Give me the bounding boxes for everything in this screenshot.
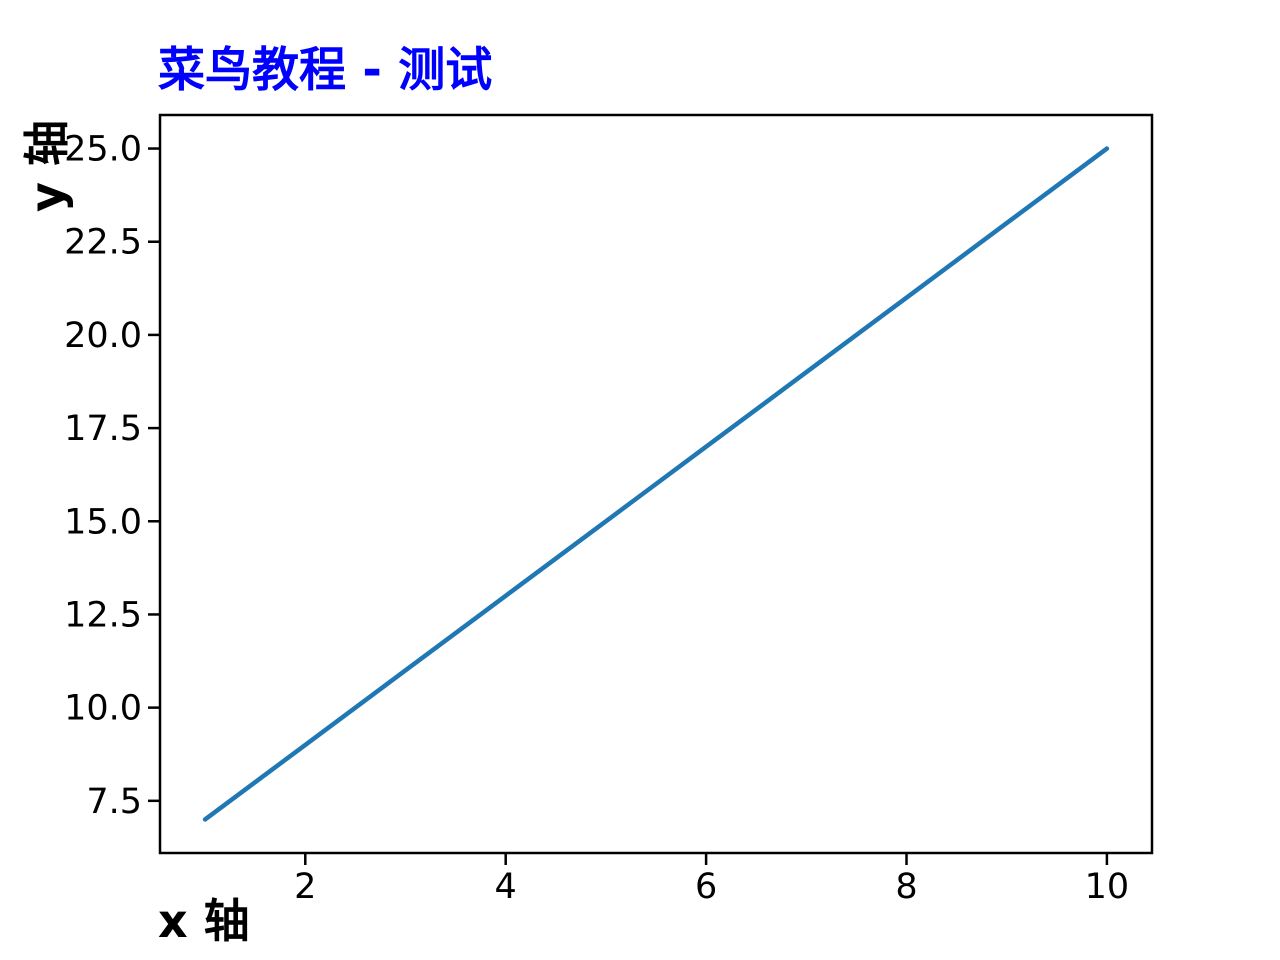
x-tick-label: 10 bbox=[1085, 867, 1130, 907]
axes-frame bbox=[158, 113, 1154, 855]
y-tick-label: 7.5 bbox=[86, 782, 142, 822]
y-tick-label: 20.0 bbox=[64, 316, 142, 356]
y-tick-label: 10.0 bbox=[64, 689, 142, 729]
x-tick-label: 2 bbox=[294, 867, 316, 907]
x-tick-label: 6 bbox=[695, 867, 717, 907]
y-tick-label: 25.0 bbox=[64, 130, 142, 170]
data-line bbox=[202, 146, 1110, 822]
chart-title: 菜鸟教程 - 测试 bbox=[158, 43, 493, 98]
y-tick-label: 17.5 bbox=[64, 409, 142, 449]
x-tick-label: 8 bbox=[895, 867, 917, 907]
x-axis-label: x 轴 bbox=[158, 894, 250, 948]
x-tick-label: 4 bbox=[495, 867, 517, 907]
y-tick-label: 22.5 bbox=[64, 223, 142, 263]
y-tick-label: 15.0 bbox=[64, 502, 142, 542]
y-tick-label: 12.5 bbox=[64, 595, 142, 635]
